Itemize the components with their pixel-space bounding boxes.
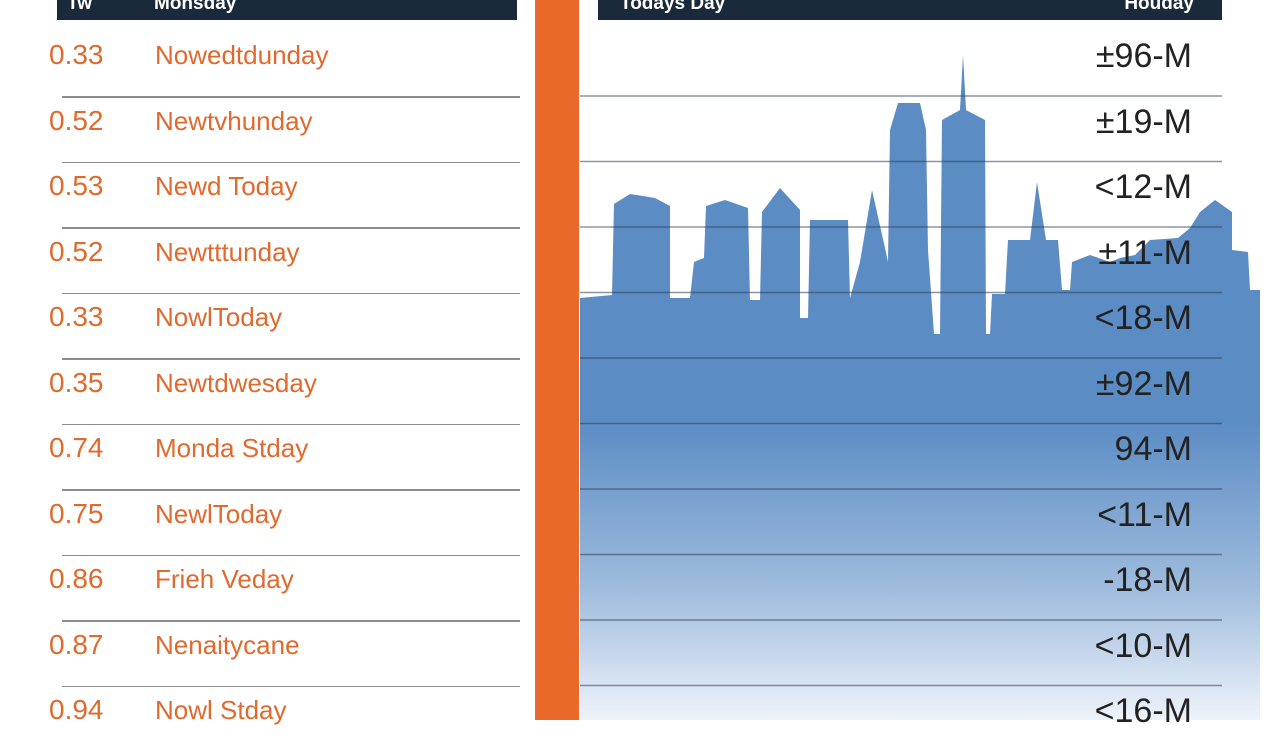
row-value: 0.35 xyxy=(49,366,104,398)
row-value: 0.33 xyxy=(49,301,104,332)
left-table-header: Tw Monsday xyxy=(57,0,517,20)
right-header-col1: Todays Day xyxy=(620,0,726,14)
row-divider xyxy=(62,161,520,163)
y-tick-label: <18-M xyxy=(1094,299,1192,337)
row-value: 0.74 xyxy=(49,432,104,463)
y-tick-label: <11-M xyxy=(1097,495,1192,534)
row-value: 0.52 xyxy=(49,235,104,267)
row-divider xyxy=(62,358,520,360)
row-value: 0.86 xyxy=(49,563,104,594)
row-divider xyxy=(62,227,520,229)
table-row: 0.33 Nowedtdunday xyxy=(0,30,530,95)
row-divider xyxy=(62,620,520,622)
right-header-col2: Houday xyxy=(1124,0,1194,14)
row-divider xyxy=(62,489,520,491)
table-row: 0.33 NowlToday xyxy=(0,292,530,357)
row-label: Monda Stday xyxy=(155,433,309,463)
row-label: Nowedtdunday xyxy=(155,40,329,70)
row-value: 0.75 xyxy=(49,497,104,529)
row-label: Newd Today xyxy=(155,171,298,201)
table-row: 0.75 NewlToday xyxy=(0,489,530,554)
table-row: 0.35 Newtdwesday xyxy=(0,358,530,423)
row-divider xyxy=(62,292,520,294)
table-row: 0.86 Frieh Veday xyxy=(0,554,530,619)
y-tick-label: ±19-M xyxy=(1095,102,1192,141)
y-tick-label: -18-M xyxy=(1103,561,1192,599)
orange-divider-bar xyxy=(535,0,579,720)
row-label: NowlToday xyxy=(155,302,283,332)
table-row: 0.74 Monda Stday xyxy=(0,423,530,488)
table-row: 0.52 Newtttunday xyxy=(0,227,530,292)
row-divider xyxy=(62,423,520,425)
row-divider xyxy=(62,554,520,556)
y-tick-label: ±96-M xyxy=(1095,37,1192,75)
row-value: 0.87 xyxy=(49,628,104,660)
table-row: 0.87 Nenaitycane xyxy=(0,620,530,685)
y-tick-label: <10-M xyxy=(1094,626,1192,665)
left-header-col1: Tw xyxy=(67,0,92,14)
row-label: Newtdwesday xyxy=(155,367,317,398)
skyline-area-chart xyxy=(580,55,1260,720)
row-label: Nenaitycane xyxy=(155,629,300,660)
right-chart-header: Todays Day Houday xyxy=(598,0,1222,20)
row-divider xyxy=(62,685,520,687)
y-tick-label: <12-M xyxy=(1094,168,1192,206)
row-label: Frieh Veday xyxy=(155,564,294,594)
row-label: Newtvhunday xyxy=(155,105,313,136)
row-label: NewlToday xyxy=(155,498,283,529)
y-tick-label: <16-M xyxy=(1094,692,1192,730)
table-row: 0.52 Newtvhunday xyxy=(0,96,530,161)
table-row: 0.53 Newd Today xyxy=(0,161,530,226)
row-label: Newtttunday xyxy=(155,236,300,267)
y-tick-label: ±92-M xyxy=(1095,364,1192,403)
row-value: 0.33 xyxy=(49,39,104,70)
left-header-col2: Monsday xyxy=(154,0,237,14)
row-value: 0.52 xyxy=(49,104,104,136)
row-divider xyxy=(62,96,520,98)
row-value: 0.53 xyxy=(49,170,104,201)
y-tick-label: 94-M xyxy=(1114,430,1192,468)
y-tick-label: ±11-M xyxy=(1098,233,1192,272)
